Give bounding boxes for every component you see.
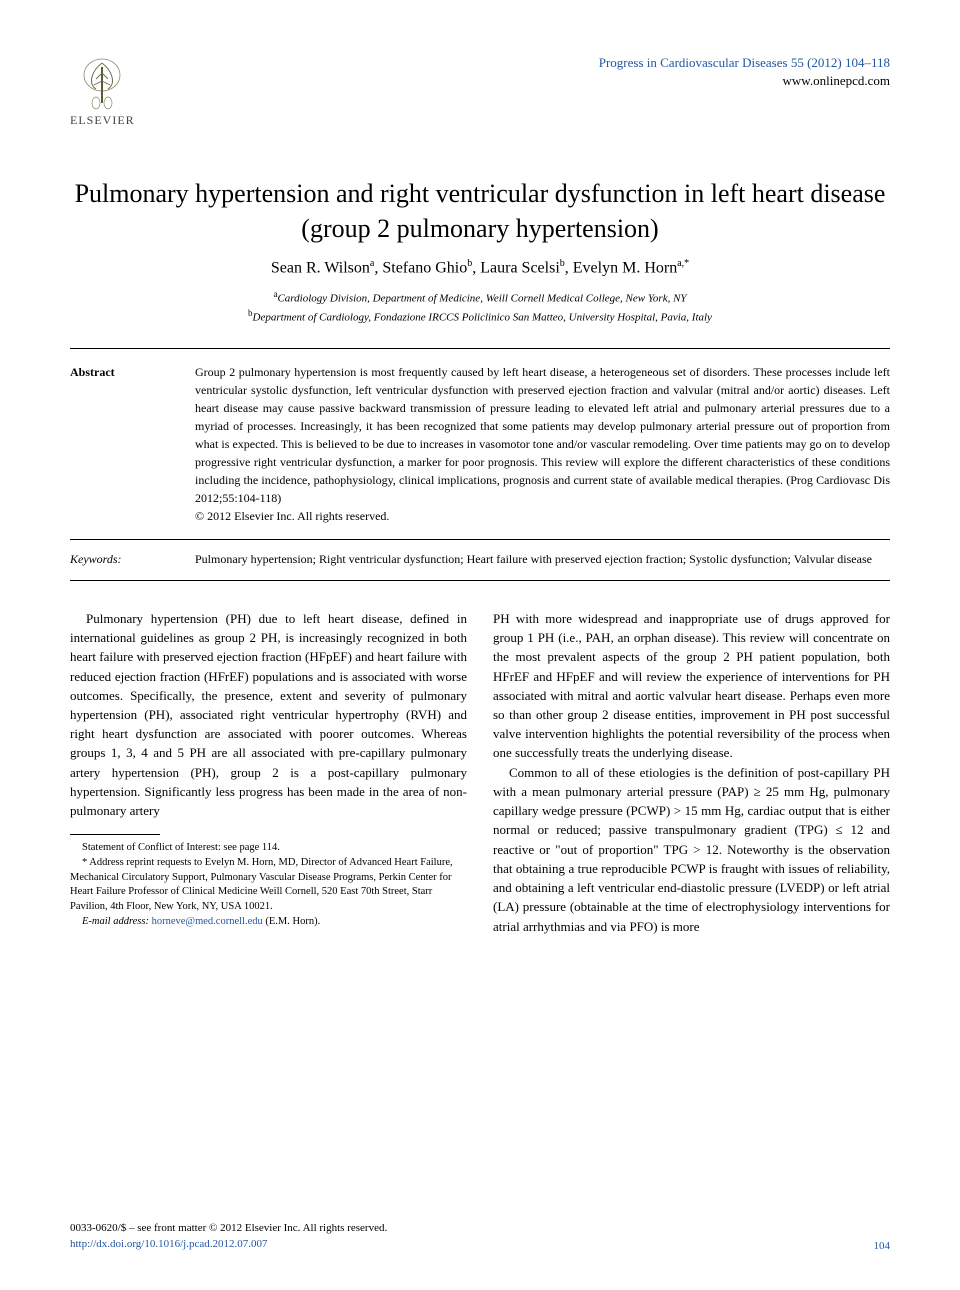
journal-website: www.onlinepcd.com	[599, 73, 890, 89]
page-footer: 0033-0620/$ – see front matter © 2012 El…	[70, 1221, 890, 1252]
left-column: Pulmonary hypertension (PH) due to left …	[70, 609, 467, 936]
affiliations: aCardiology Division, Department of Medi…	[70, 288, 890, 326]
rule-bottom	[70, 580, 890, 581]
email-link[interactable]: horneve@med.cornell.edu	[152, 916, 263, 927]
abstract-label: Abstract	[70, 363, 195, 525]
footer-left: 0033-0620/$ – see front matter © 2012 El…	[70, 1221, 387, 1252]
keywords-label: Keywords:	[70, 550, 195, 568]
keywords-block: Keywords: Pulmonary hypertension; Right …	[70, 540, 890, 580]
body-right-para2: Common to all of these etiologies is the…	[493, 763, 890, 936]
footnote-conflict: Statement of Conflict of Interest: see p…	[70, 841, 467, 856]
page-number: 104	[874, 1240, 891, 1252]
abstract-text: Group 2 pulmonary hypertension is most f…	[195, 363, 890, 525]
abstract-copyright: © 2012 Elsevier Inc. All rights reserved…	[195, 509, 389, 523]
body-right-para1: PH with more widespread and inappropriat…	[493, 609, 890, 763]
abstract-body: Group 2 pulmonary hypertension is most f…	[195, 365, 890, 505]
footer-rights: 0033-0620/$ – see front matter © 2012 El…	[70, 1221, 387, 1236]
email-label: E-mail address:	[82, 916, 149, 927]
footnote-correspondence: * Address reprint requests to Evelyn M. …	[70, 856, 467, 915]
email-person: (E.M. Horn).	[265, 916, 320, 927]
elsevier-tree-icon	[76, 55, 128, 111]
body-left-para: Pulmonary hypertension (PH) due to left …	[70, 609, 467, 821]
publisher-logo: ELSEVIER	[70, 55, 135, 128]
abstract-block: Abstract Group 2 pulmonary hypertension …	[70, 349, 890, 539]
right-column: PH with more widespread and inappropriat…	[493, 609, 890, 936]
doi-link[interactable]: http://dx.doi.org/10.1016/j.pcad.2012.07…	[70, 1238, 267, 1250]
journal-info: Progress in Cardiovascular Diseases 55 (…	[599, 55, 890, 89]
journal-reference: Progress in Cardiovascular Diseases 55 (…	[599, 55, 890, 71]
footnote-email: E-mail address: horneve@med.cornell.edu …	[70, 915, 467, 930]
keywords-text: Pulmonary hypertension; Right ventricula…	[195, 550, 890, 568]
footnote-rule	[70, 834, 160, 835]
body-columns: Pulmonary hypertension (PH) due to left …	[70, 609, 890, 936]
footnotes: Statement of Conflict of Interest: see p…	[70, 841, 467, 929]
publisher-name: ELSEVIER	[70, 113, 135, 128]
page-header: ELSEVIER Progress in Cardiovascular Dise…	[70, 55, 890, 128]
authors-line: Sean R. Wilsona, Stefano Ghiob, Laura Sc…	[70, 258, 890, 277]
article-title: Pulmonary hypertension and right ventric…	[70, 176, 890, 246]
